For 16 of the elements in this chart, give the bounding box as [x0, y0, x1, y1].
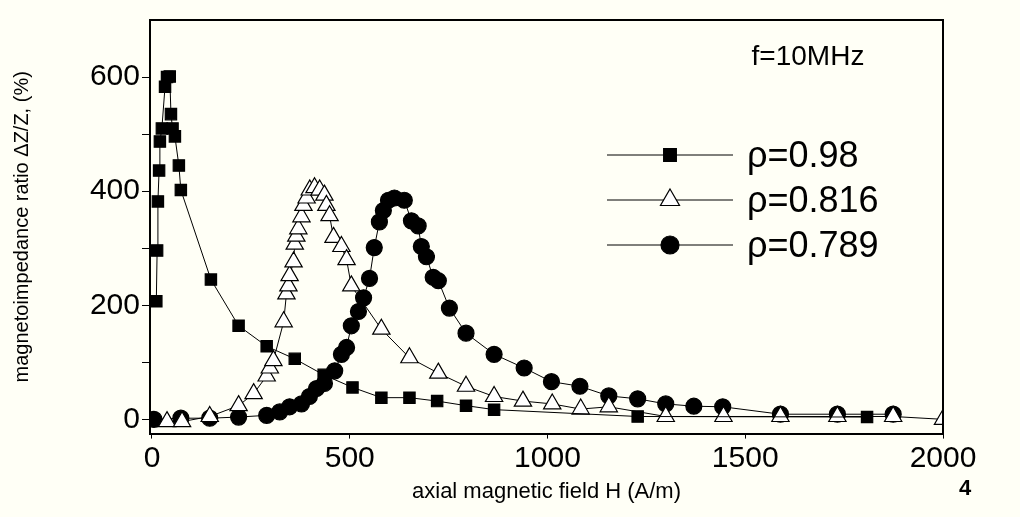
- x-tick-label: 1500: [711, 439, 779, 473]
- x-tick-label: 2000: [909, 439, 977, 473]
- x-tick-label: 500: [324, 439, 375, 473]
- legend-label: ρ=0.816: [747, 178, 879, 220]
- y-tick-label: 0: [123, 400, 140, 434]
- y-tick-label: 200: [89, 286, 140, 320]
- text: 4: [958, 474, 972, 500]
- y-axis-title: magnetoimpedance ratio ΔZ/Z, (%): [9, 71, 32, 383]
- x-tick-label: 0: [143, 439, 161, 473]
- x-axis-title: axial magnetic field H (A/m): [412, 477, 681, 503]
- y-tick-label: 400: [89, 172, 140, 206]
- legend-label: ρ=0.98: [747, 133, 859, 175]
- x-tick-label: 1000: [514, 439, 581, 473]
- y-tick-label: 600: [89, 58, 140, 92]
- legend-label: ρ=0.789: [747, 223, 879, 265]
- annotation: f=10MHz: [751, 39, 865, 71]
